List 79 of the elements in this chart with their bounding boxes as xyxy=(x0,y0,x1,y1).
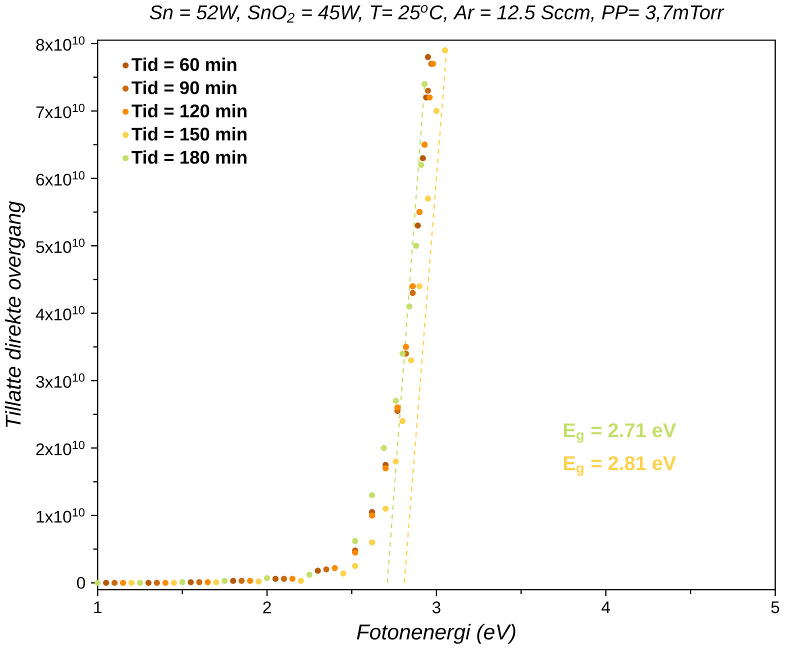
point xyxy=(352,563,358,570)
y-tick-label: 3x10$^{10}$ xyxy=(36,373,85,388)
point xyxy=(136,580,144,586)
point xyxy=(382,506,389,512)
point xyxy=(426,94,433,101)
point xyxy=(289,576,296,582)
point xyxy=(170,580,177,586)
point xyxy=(416,283,423,290)
y-tick-label: 7x10$^{10}$ xyxy=(36,104,85,118)
point xyxy=(120,580,126,586)
chart-title: Sn = 52W, SnO$_{2}$ = 45W, T= 25$^{o}$C, Ar = 12.5 Sccm, PP= 3,7mTorr xyxy=(150,5,724,23)
x-tick-label: 5 xyxy=(771,602,780,614)
point xyxy=(418,162,424,168)
point xyxy=(392,458,399,465)
point xyxy=(179,579,186,586)
point xyxy=(420,155,426,162)
point xyxy=(369,492,376,498)
point xyxy=(112,580,118,586)
x-axis-title: Fotonenergi (eV) xyxy=(356,624,516,644)
x-tick-label: 3 xyxy=(432,602,440,614)
point xyxy=(247,578,254,584)
point xyxy=(323,566,330,572)
y-tick-label: 2x10$^{10}$ xyxy=(36,440,85,456)
point xyxy=(280,576,288,582)
y-tick-label: 0 xyxy=(77,577,86,589)
point xyxy=(298,578,304,584)
point xyxy=(238,578,245,584)
y-tick-label: 1x10$^{10}$ xyxy=(36,508,85,523)
point xyxy=(410,290,416,296)
y-tick-label: 5x10$^{10}$ xyxy=(36,238,85,254)
point xyxy=(230,578,236,584)
x-tick-label: 4 xyxy=(602,602,610,614)
x-tick-label: 2 xyxy=(263,602,271,614)
point xyxy=(213,579,220,586)
point xyxy=(162,580,168,586)
legend-label: Tid = 60 min xyxy=(132,58,236,72)
point xyxy=(128,580,135,586)
point xyxy=(433,108,440,114)
point xyxy=(340,570,346,577)
y-tick-label: 4x10$^{10}$ xyxy=(36,306,85,320)
point xyxy=(264,575,270,582)
point xyxy=(314,568,321,574)
point xyxy=(306,572,312,578)
point xyxy=(424,196,432,202)
legend-label: Tid = 90 min xyxy=(132,80,236,94)
point xyxy=(332,565,338,572)
legend-label: Tid = 120 min xyxy=(132,104,246,118)
x-tick-label: 1 xyxy=(94,602,102,614)
point xyxy=(424,54,432,60)
point xyxy=(408,357,414,364)
point xyxy=(369,539,376,546)
point xyxy=(424,88,432,94)
point xyxy=(352,538,358,544)
point xyxy=(406,303,412,310)
point xyxy=(272,576,279,582)
point xyxy=(442,47,448,54)
point xyxy=(188,579,194,586)
point xyxy=(422,81,428,88)
legend-label: Tid = 150 min xyxy=(132,127,246,141)
point xyxy=(145,580,152,586)
point xyxy=(256,578,262,585)
point xyxy=(103,580,110,586)
point xyxy=(400,418,406,424)
point xyxy=(222,578,228,584)
annotation: E$_{g}$ = 2.71 eV xyxy=(564,423,676,443)
point xyxy=(154,580,160,586)
point xyxy=(204,579,211,586)
annotation: E$_{g}$ = 2.81 eV xyxy=(564,456,676,476)
point xyxy=(94,580,101,586)
y-tick-label: 8x10$^{10}$ xyxy=(36,36,85,51)
point xyxy=(392,398,399,404)
point xyxy=(400,350,406,357)
point xyxy=(380,445,387,452)
y-tick-label: 6x10$^{10}$ xyxy=(36,171,85,186)
point xyxy=(413,242,420,249)
point xyxy=(196,579,202,586)
legend-label: Tid = 180 min xyxy=(132,150,246,164)
point xyxy=(414,222,421,229)
y-axis-title: Tillatte direkte overgang xyxy=(5,201,26,427)
